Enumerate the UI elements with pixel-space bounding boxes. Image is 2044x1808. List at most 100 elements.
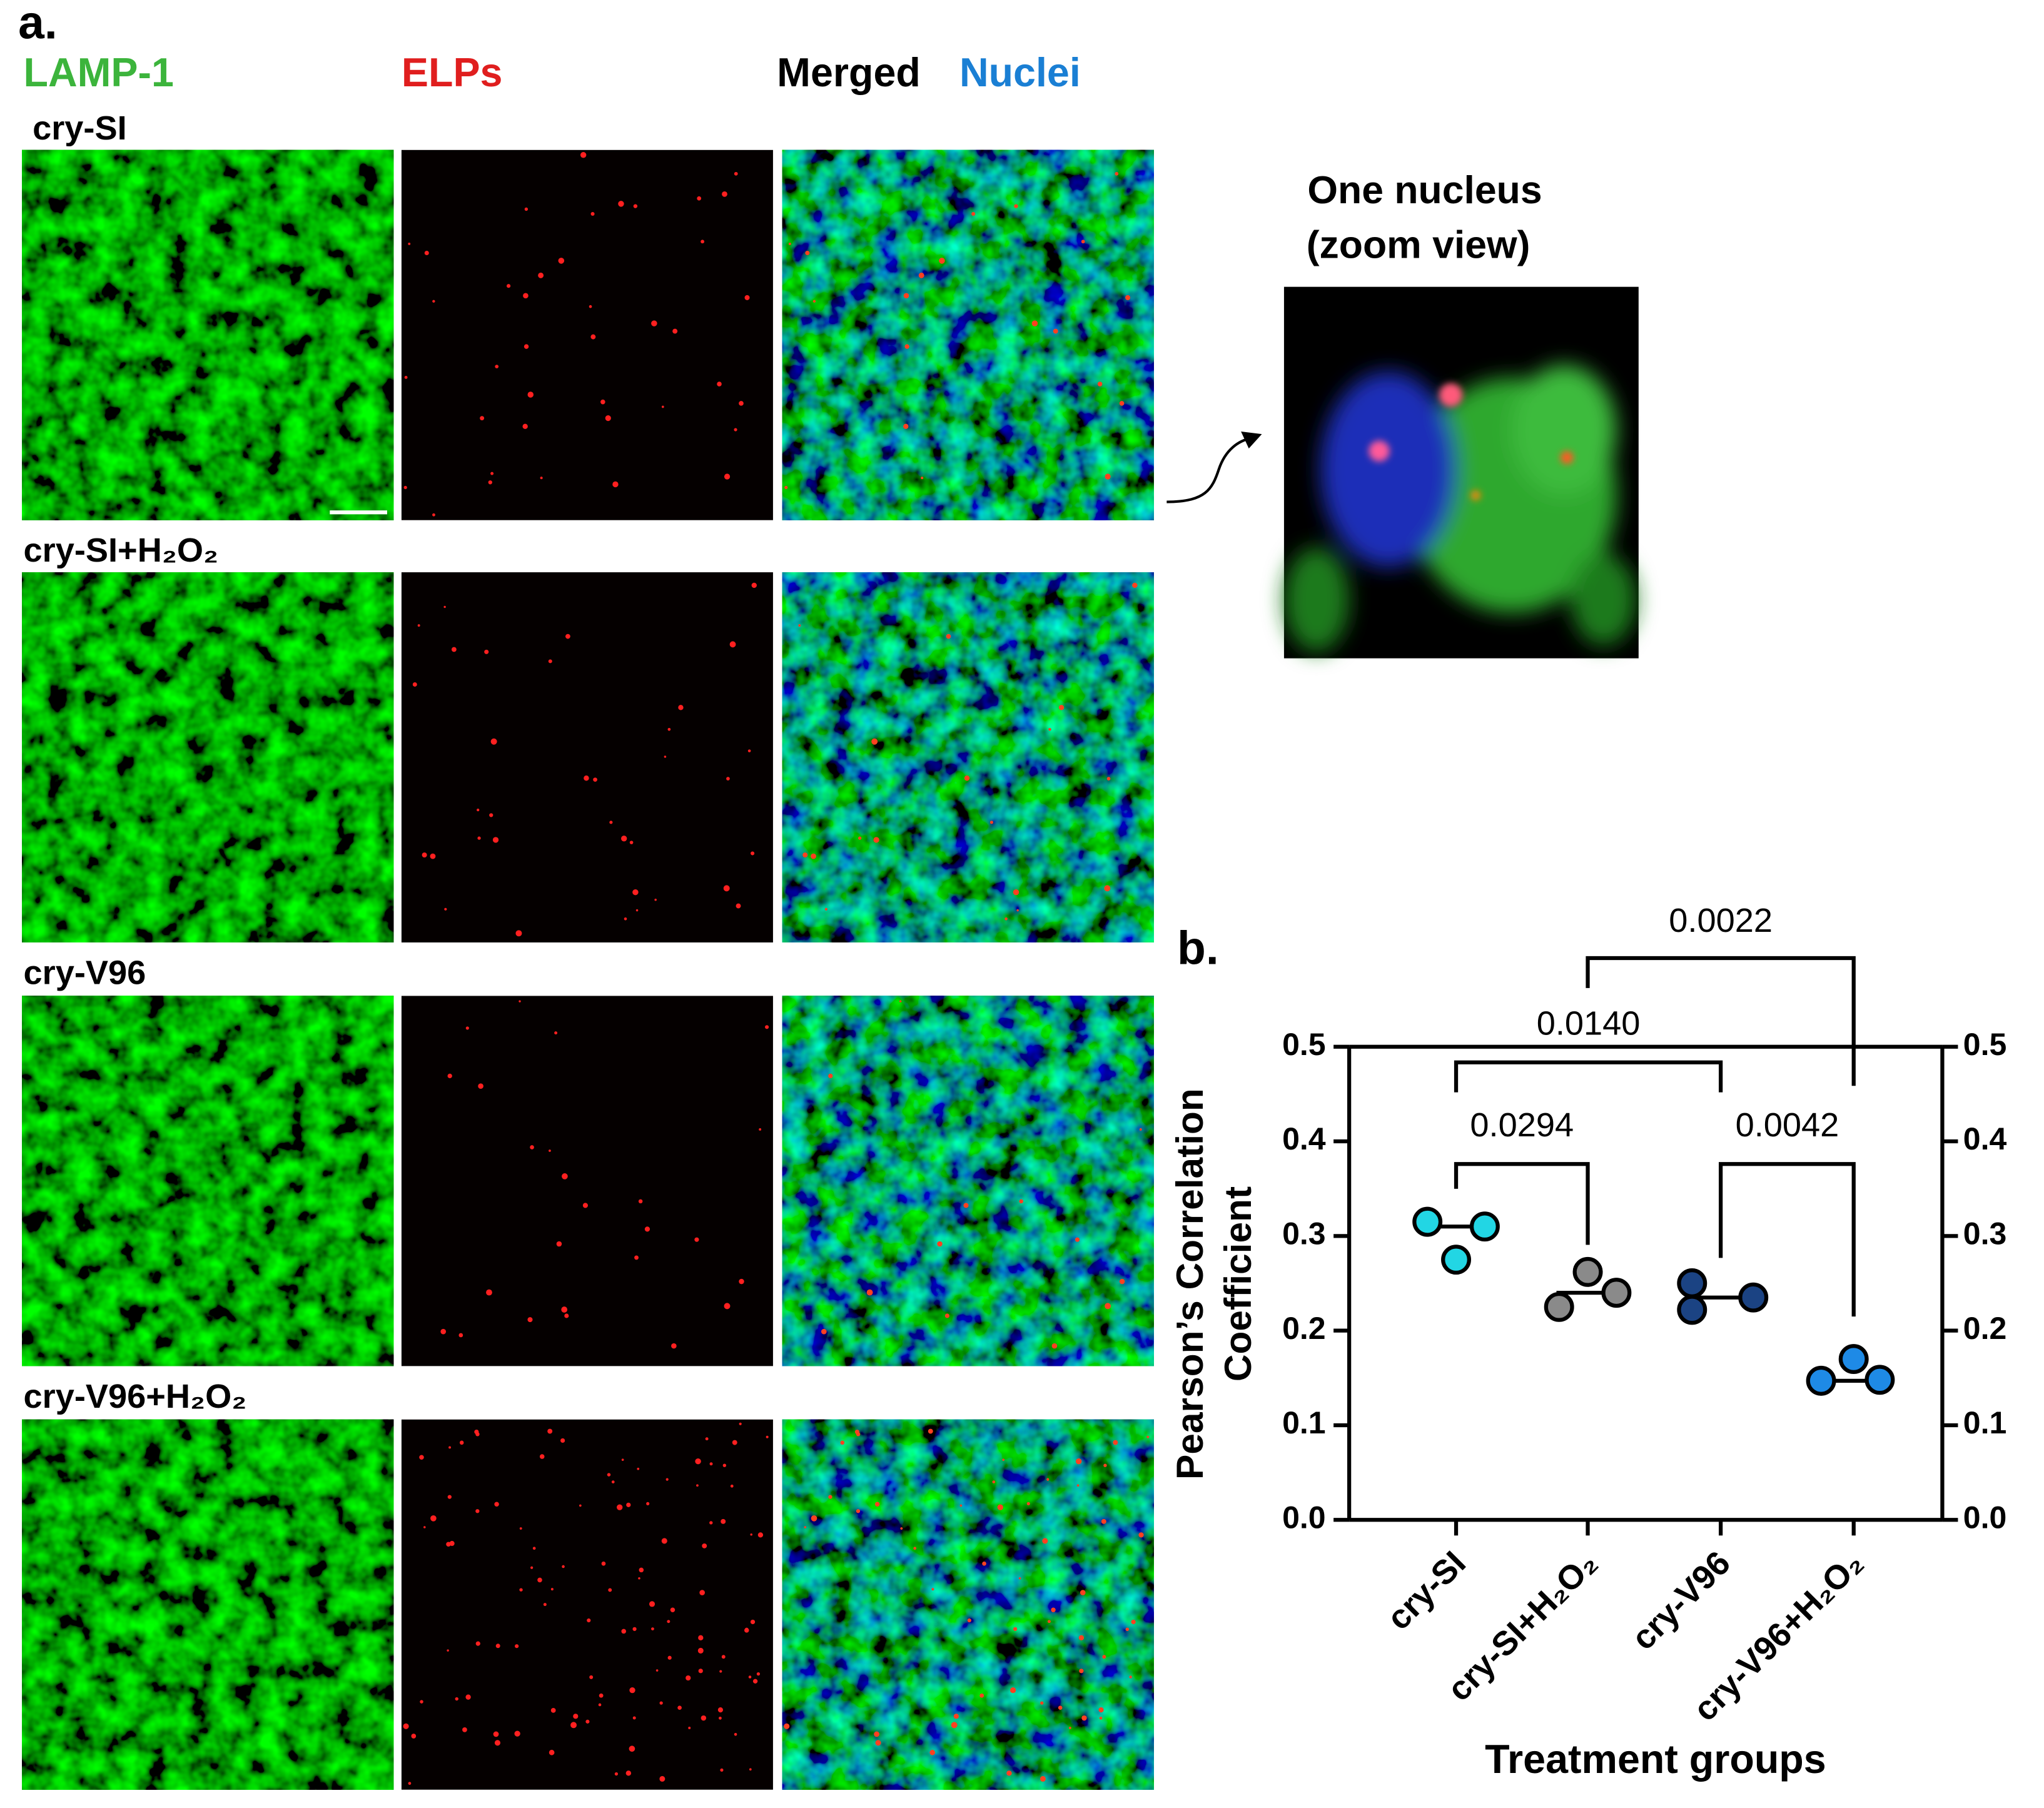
elp-spot (458, 1333, 463, 1338)
elp-spot (726, 777, 730, 780)
elp-spot (744, 295, 750, 300)
merged-spot (939, 258, 945, 264)
elp-spot (661, 405, 664, 408)
merged-spot (1125, 295, 1131, 300)
elp-spot (590, 334, 596, 340)
elp-spot (705, 1437, 709, 1441)
elp-spot (724, 1303, 731, 1310)
merged-spot (858, 836, 862, 840)
merged-spot (1051, 1343, 1058, 1349)
elp-spot (522, 423, 528, 429)
merged-spot (1113, 1440, 1118, 1445)
x-axis-title: Treatment groups (1485, 1737, 1826, 1782)
elp-spot (637, 1467, 640, 1470)
elp-spot (420, 1700, 423, 1704)
elp-spot (739, 1278, 744, 1285)
elp-spot (587, 1618, 591, 1623)
elp-spot (565, 634, 570, 639)
y-axis-title: Pearson’s Correlation (1168, 1088, 1211, 1480)
elp-spot (494, 1740, 501, 1746)
merged-spot (1051, 1607, 1056, 1612)
merged-spot (1075, 1458, 1082, 1465)
merged-spot (903, 423, 909, 429)
merged-spot (875, 1740, 881, 1746)
merged-spot (1013, 1627, 1018, 1631)
merged-spot (1058, 1705, 1063, 1710)
merged-spot (784, 485, 788, 490)
merged-spot (951, 1722, 958, 1729)
elp-spot (611, 1480, 615, 1483)
elp-spot (430, 853, 436, 859)
elp-spot (538, 272, 544, 278)
merged-spot (1009, 1687, 1016, 1694)
elp-spot (719, 1716, 722, 1720)
merged-spot (1105, 473, 1111, 480)
elp-spot (621, 1629, 627, 1634)
elp-spot (494, 1502, 499, 1507)
merged-image (782, 572, 1154, 942)
elp-spot (629, 841, 634, 844)
zoom-title: (zoom view) (1307, 223, 1530, 267)
elp-spot (419, 1455, 424, 1460)
elp-spot (423, 1526, 426, 1528)
merged-spot (1075, 1237, 1080, 1242)
merged-spot (821, 1328, 827, 1335)
merged-spot (1138, 1532, 1144, 1538)
elp-spot (601, 1561, 606, 1566)
merged-spot (871, 738, 878, 745)
merged-spot (921, 477, 924, 480)
elp-spot (530, 1566, 534, 1569)
elp-spot (639, 1567, 644, 1573)
channel-label: Nuclei (959, 50, 1081, 95)
merged-spot (1026, 1502, 1030, 1505)
elp-spot (739, 401, 744, 406)
elp-spot (671, 1343, 677, 1349)
data-point (1412, 1206, 1443, 1237)
elp-spot (723, 885, 730, 892)
elp-spot (515, 930, 522, 937)
elp-spot (424, 250, 429, 256)
elp-spot (629, 1745, 635, 1752)
row-label: cry-SI (33, 109, 127, 147)
elp-spot (543, 1603, 547, 1607)
elp-spot (548, 659, 552, 664)
elp-spot (624, 917, 627, 921)
comparison-bracket (1586, 956, 1856, 1086)
data-point (1738, 1282, 1769, 1313)
merged-spot (992, 1480, 996, 1483)
merged-spot (1048, 727, 1051, 731)
elp-spot (403, 485, 407, 490)
elp-spot (585, 1719, 590, 1724)
elp-spot (750, 1619, 756, 1625)
elp-spot (514, 1730, 520, 1737)
y-axis-title: Coefficient (1217, 1186, 1259, 1381)
merged-spot (904, 344, 909, 349)
elp-spot (661, 1538, 667, 1544)
y2-tick-label: 0.1 (1963, 1405, 2007, 1440)
dot-plot: 0.0 0.00.1 0.10.2 0.20.3 0.30.4 0.40.5 0.5cry-… (1168, 902, 2006, 1782)
elp-spot (651, 1627, 654, 1630)
merged-spot (1119, 401, 1125, 406)
elp-image (401, 572, 773, 942)
elp-spot (523, 293, 529, 299)
merged-spot (1115, 171, 1119, 176)
merged-spot (805, 250, 810, 256)
elp-spot (404, 376, 408, 379)
elp-spot (644, 1226, 650, 1232)
elp-spot (507, 284, 511, 288)
elp-spot (493, 1731, 499, 1737)
elp-spot (701, 240, 705, 244)
merged-spot (856, 1509, 861, 1513)
lamp1-image (22, 572, 394, 942)
y-tick-label: 0.5 (1282, 1027, 1326, 1062)
elp-spot (638, 1577, 640, 1580)
merged-spot (1081, 1715, 1087, 1721)
elp-spot (672, 328, 678, 334)
elp-spot (629, 1687, 635, 1694)
elp-spot (527, 391, 534, 398)
y-tick-label: 0.1 (1282, 1405, 1326, 1440)
merged-spot (1106, 777, 1111, 780)
elp-spot (455, 1697, 458, 1701)
elp-spot (432, 300, 435, 303)
merged-spot (928, 1428, 933, 1434)
